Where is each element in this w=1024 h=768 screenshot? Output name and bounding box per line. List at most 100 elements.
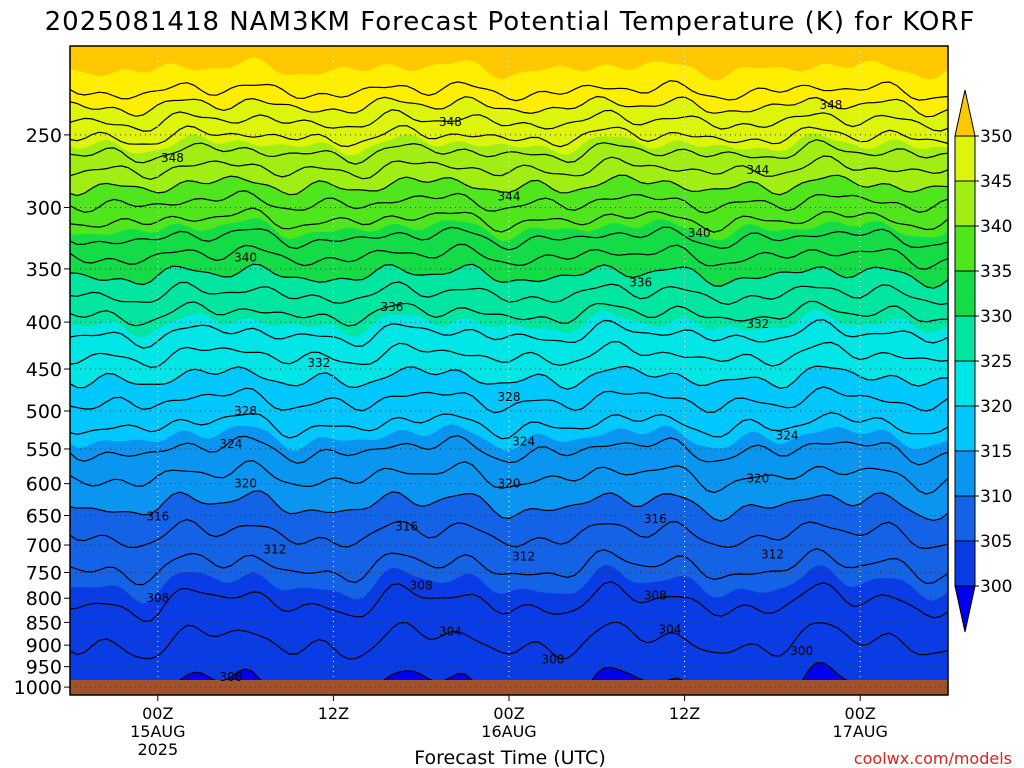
colorbar-label: 300	[980, 577, 1012, 597]
contour-label: 348	[161, 151, 184, 165]
color-band	[70, 564, 948, 695]
contour-label: 324	[776, 429, 799, 443]
colorbar-segment	[954, 540, 976, 587]
y-tick-label: 800	[26, 588, 62, 610]
colorbar-label: 325	[980, 352, 1012, 372]
x-tick-label: 00Z	[845, 704, 876, 723]
x-axis-label: Forecast Time (UTC)	[414, 747, 605, 768]
contour-line	[70, 580, 948, 622]
contour-label: 300	[541, 652, 564, 666]
y-tick-label: 550	[26, 439, 62, 461]
colorbar-label: 320	[980, 397, 1012, 417]
contour-line	[70, 124, 948, 148]
colorbar-label: 340	[980, 217, 1012, 237]
x-tick-label: 2025	[137, 740, 178, 759]
contour-label: 316	[644, 512, 667, 526]
x-tick-label: 00Z	[493, 704, 524, 723]
contour-label: 344	[746, 163, 769, 177]
colorbar-segment	[954, 405, 976, 452]
contour-label: 336	[629, 275, 652, 289]
contour-line	[70, 411, 948, 440]
ground-strip	[70, 680, 948, 695]
contour-label: 304	[659, 622, 682, 636]
y-axis: 2503003504004505005506006507007508008509…	[14, 125, 70, 699]
x-tick-label: 12Z	[669, 704, 700, 723]
contour-line	[70, 109, 948, 132]
contour-label: 308	[644, 589, 667, 603]
colorbar-segment	[954, 360, 976, 407]
contour-label: 328	[498, 390, 521, 404]
colorbar-segment	[954, 315, 976, 362]
contour-label: 340	[688, 226, 711, 240]
contour-line	[70, 207, 948, 233]
contour-line	[70, 621, 948, 660]
contour-label: 300	[220, 670, 243, 684]
y-tick-label: 700	[26, 535, 62, 557]
y-tick-label: 850	[26, 612, 62, 634]
contour-label: 348	[819, 98, 842, 112]
y-tick-label: 950	[26, 657, 62, 679]
x-tick-label: 17AUG	[832, 722, 887, 741]
x-tick-label: 16AUG	[481, 722, 536, 741]
colorbar-segment	[954, 270, 976, 317]
y-tick-label: 300	[26, 198, 62, 220]
colorbar-arrow-low	[954, 585, 976, 633]
contour-label: 316	[146, 510, 169, 524]
contour-label: 304	[439, 625, 462, 639]
contour-label: 348	[439, 115, 462, 129]
contour-label: 332	[746, 317, 769, 331]
contour-label: 312	[761, 548, 784, 562]
contour-line	[70, 190, 948, 214]
y-tick-label: 400	[26, 312, 62, 334]
x-tick-label: 00Z	[142, 704, 173, 723]
colorbar-segment	[954, 225, 976, 272]
contour-label: 320	[746, 471, 769, 485]
contour-label: 336	[380, 300, 403, 314]
contour-line	[70, 155, 948, 181]
contour-label: 312	[263, 543, 286, 557]
contour-label: 312	[512, 549, 535, 563]
chart-title: 2025081418 NAM3KM Forecast Potential Tem…	[45, 7, 976, 37]
contour-label: 324	[512, 435, 535, 449]
contour-label: 316	[395, 519, 418, 533]
colorbar-segment	[954, 180, 976, 227]
y-tick-label: 650	[26, 506, 62, 528]
colorbar-segment	[954, 135, 976, 182]
colorbar-segment	[954, 495, 976, 542]
contour-label: 320	[234, 477, 257, 491]
contour-line	[70, 95, 948, 118]
contour-label: 320	[498, 477, 521, 491]
x-tick-label: 12Z	[318, 704, 349, 723]
y-tick-label: 600	[26, 474, 62, 496]
contour-label: 340	[234, 250, 257, 264]
contour-line	[70, 80, 948, 102]
contour-label: 344	[498, 190, 521, 204]
plot-area: 348 348 348 344 344 340 340 336 336 332 332 328 328 3…	[69, 45, 949, 696]
contour-line	[70, 547, 948, 586]
y-tick-label: 350	[26, 259, 62, 281]
contour-label: 300	[790, 644, 813, 658]
contour-label: 328	[234, 404, 257, 418]
contour-label: 324	[220, 437, 243, 451]
contour-line	[70, 434, 948, 466]
colorbar-label: 350	[980, 127, 1012, 147]
colorbar-label: 315	[980, 442, 1012, 462]
colorbar-label: 305	[980, 532, 1012, 552]
y-tick-label: 250	[26, 125, 62, 147]
contour-line	[70, 243, 948, 270]
credit-text[interactable]: coolwx.com/models	[854, 749, 1012, 768]
colorbar-label: 345	[980, 172, 1012, 192]
contour-line	[70, 518, 948, 550]
y-tick-label: 1000	[14, 677, 62, 699]
colorbar: 300 305 310 315 320 325 330 335 340 345 350	[954, 89, 1012, 633]
contour-line	[70, 365, 948, 390]
contour-label: 308	[146, 591, 169, 605]
colorbar-arrow-high	[954, 89, 976, 137]
y-tick-label: 450	[26, 359, 62, 381]
colorbar-label: 335	[980, 262, 1012, 282]
y-tick-label: 500	[26, 401, 62, 423]
contour-line	[70, 490, 948, 522]
contour-label: 308	[410, 579, 433, 593]
